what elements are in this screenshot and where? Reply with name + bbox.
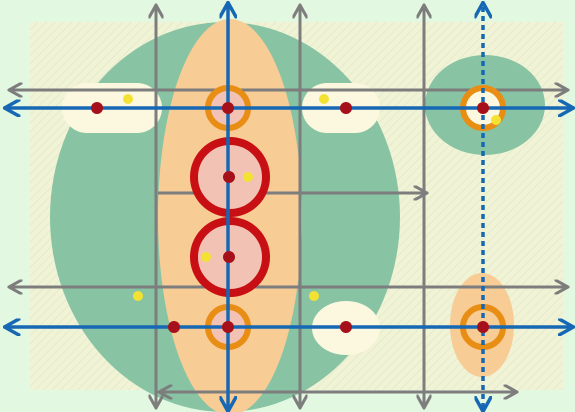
node — [477, 102, 489, 114]
node — [340, 321, 352, 333]
yellow-dot — [133, 291, 143, 301]
yellow-dot — [319, 94, 329, 104]
node — [222, 321, 234, 333]
node — [223, 171, 235, 183]
yellow-dot — [309, 291, 319, 301]
yellow-dot — [491, 115, 501, 125]
node — [340, 102, 352, 114]
node — [91, 102, 103, 114]
node — [223, 251, 235, 263]
yellow-dot — [201, 252, 211, 262]
node — [477, 321, 489, 333]
yellow-dot — [243, 172, 253, 182]
node — [222, 102, 234, 114]
node — [168, 321, 180, 333]
yellow-dot — [123, 94, 133, 104]
